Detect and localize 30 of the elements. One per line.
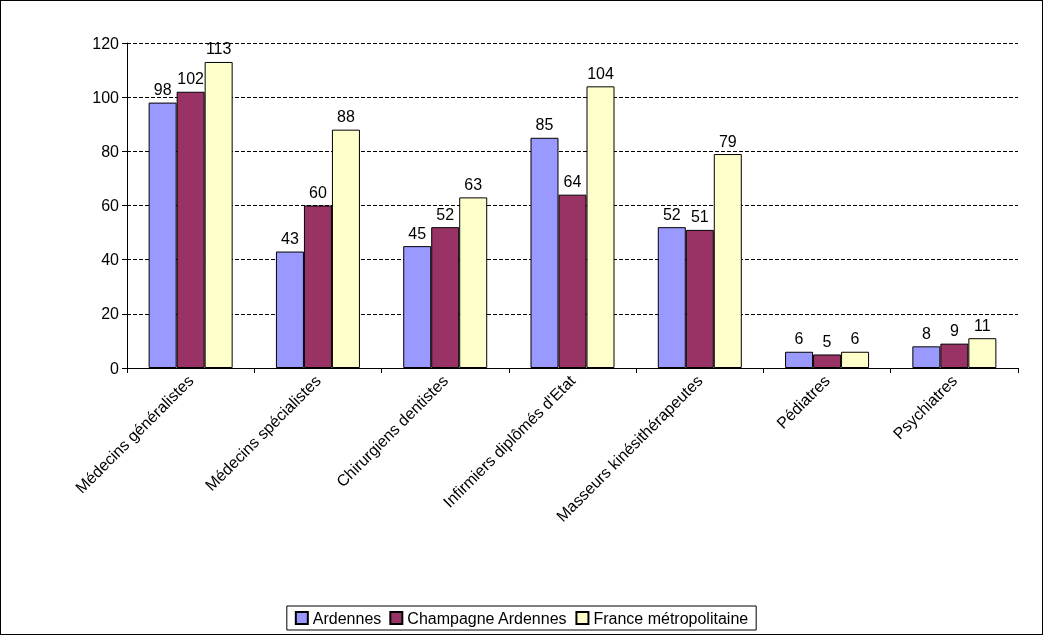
data-label: 88 (337, 108, 355, 126)
data-label: 51 (690, 208, 709, 226)
data-label: 64 (563, 173, 582, 191)
y-tick-label: 100 (92, 88, 120, 106)
data-label: 6 (850, 330, 860, 348)
data-label: 43 (281, 230, 299, 248)
y-tick-label: 120 (92, 34, 120, 52)
data-label: 9 (949, 322, 959, 340)
data-label: 79 (718, 132, 737, 150)
y-tick-label: 0 (110, 359, 120, 377)
data-label: 85 (535, 116, 554, 134)
data-label: 60 (309, 184, 327, 201)
data-label: 11 (974, 316, 991, 334)
data-label: 102 (177, 70, 205, 88)
data-label: 45 (408, 224, 427, 242)
data-label: 8 (921, 324, 931, 342)
data-label: 104 (587, 64, 614, 82)
data-label: 52 (662, 205, 681, 223)
y-tick-label: 20 (101, 305, 120, 323)
y-tick-label: 60 (101, 197, 120, 214)
y-tick-label: 40 (101, 251, 120, 269)
y-tick-label: 80 (101, 142, 120, 160)
data-label: 5 (822, 332, 832, 350)
data-label: 98 (153, 81, 172, 99)
data-label: 52 (436, 205, 455, 223)
data-label: 63 (464, 175, 483, 193)
legend-label: Champagne Ardennes (407, 609, 567, 627)
legend-label: Ardennes (312, 609, 382, 627)
data-label: 6 (794, 330, 804, 348)
legend-label: France métropolitaine (593, 609, 749, 627)
